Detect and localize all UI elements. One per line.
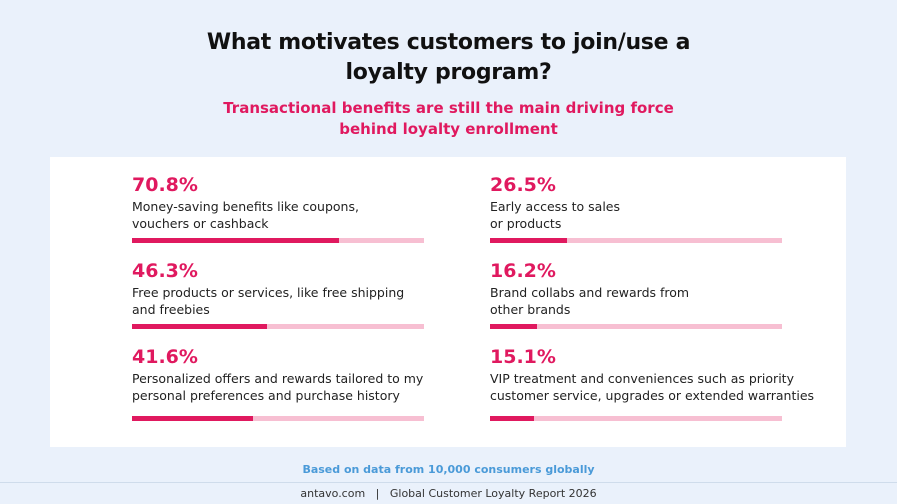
stat-description: Early access to sales or products [490, 198, 782, 232]
stat-value: 70.8% [132, 174, 198, 196]
stat-item: 26.5% Early access to sales or products [490, 174, 782, 232]
stat-description: VIP treatment and conveniences such as p… [490, 370, 815, 404]
stat-value: 46.3% [132, 260, 198, 282]
stat-item: 46.3% Free products or services, like fre… [132, 260, 424, 318]
page-title: What motivates customers to join/use a l… [0, 28, 897, 88]
stat-bar-track [132, 238, 424, 243]
stat-bar-track [132, 324, 424, 329]
title-line-1: What motivates customers to join/use a [206, 30, 691, 55]
stat-bar-track [490, 324, 782, 329]
stat-bar-fill [490, 416, 535, 421]
footer: antavo.com | Global Customer Loyalty Rep… [300, 487, 597, 500]
stat-item: 41.6% Personalized offers and rewards tai… [132, 346, 424, 404]
stat-description-line: customer service, upgrades or extended w… [490, 388, 815, 403]
stat-item: 16.2% Brand collabs and rewards from other… [490, 260, 782, 318]
stat-bar-fill [132, 238, 339, 243]
subtitle-line-1: Transactional benefits are still the mai… [223, 99, 674, 117]
stat-description-line: vouchers or cashback [132, 216, 269, 231]
divider [0, 482, 897, 483]
stat-value: 41.6% [132, 346, 198, 368]
stat-bar-track [132, 416, 424, 421]
title-line-2: loyalty program? [345, 60, 552, 85]
data-note: Based on data from 10,000 consumers glob… [302, 463, 595, 476]
stat-item: 70.8% Money-saving benefits like coupons,… [132, 174, 424, 232]
stat-item: 15.1% VIP treatment and conveniences such… [490, 346, 815, 404]
stat-description: Brand collabs and rewards from other bran… [490, 284, 782, 318]
stat-description: Money-saving benefits like coupons, vouch… [132, 198, 424, 232]
subtitle: Transactional benefits are still the mai… [0, 98, 897, 140]
stat-description-line: Money-saving benefits like coupons, [132, 199, 359, 214]
stat-value: 26.5% [490, 174, 556, 196]
stat-bar-fill [490, 238, 568, 243]
subtitle-line-2: behind loyalty enrollment [339, 120, 558, 138]
stat-bar-fill [490, 324, 538, 329]
stat-description: Personalized offers and rewards tailored… [132, 370, 424, 404]
stat-value: 15.1% [490, 346, 556, 368]
stat-bar-track [490, 238, 782, 243]
stats-card: 70.8% Money-saving benefits like coupons,… [50, 157, 846, 447]
stat-description-line: or products [490, 216, 562, 231]
stat-value: 16.2% [490, 260, 556, 282]
stat-description-line: Free products or services, like free shi… [132, 285, 405, 300]
stat-description-line: Brand collabs and rewards from [490, 285, 690, 300]
stat-bar-fill [132, 324, 268, 329]
stat-description-line: other brands [490, 302, 571, 317]
stat-description-line: personal preferences and purchase histor… [132, 388, 400, 403]
stat-description: Free products or services, like free shi… [132, 284, 424, 318]
stat-bar-track [490, 416, 782, 421]
stat-bar-fill [132, 416, 254, 421]
stat-description-line: Early access to sales [490, 199, 621, 214]
stat-description-line: VIP treatment and conveniences such as p… [490, 371, 794, 386]
stat-description-line: Personalized offers and rewards tailored… [132, 371, 424, 386]
stat-description-line: and freebies [132, 302, 210, 317]
